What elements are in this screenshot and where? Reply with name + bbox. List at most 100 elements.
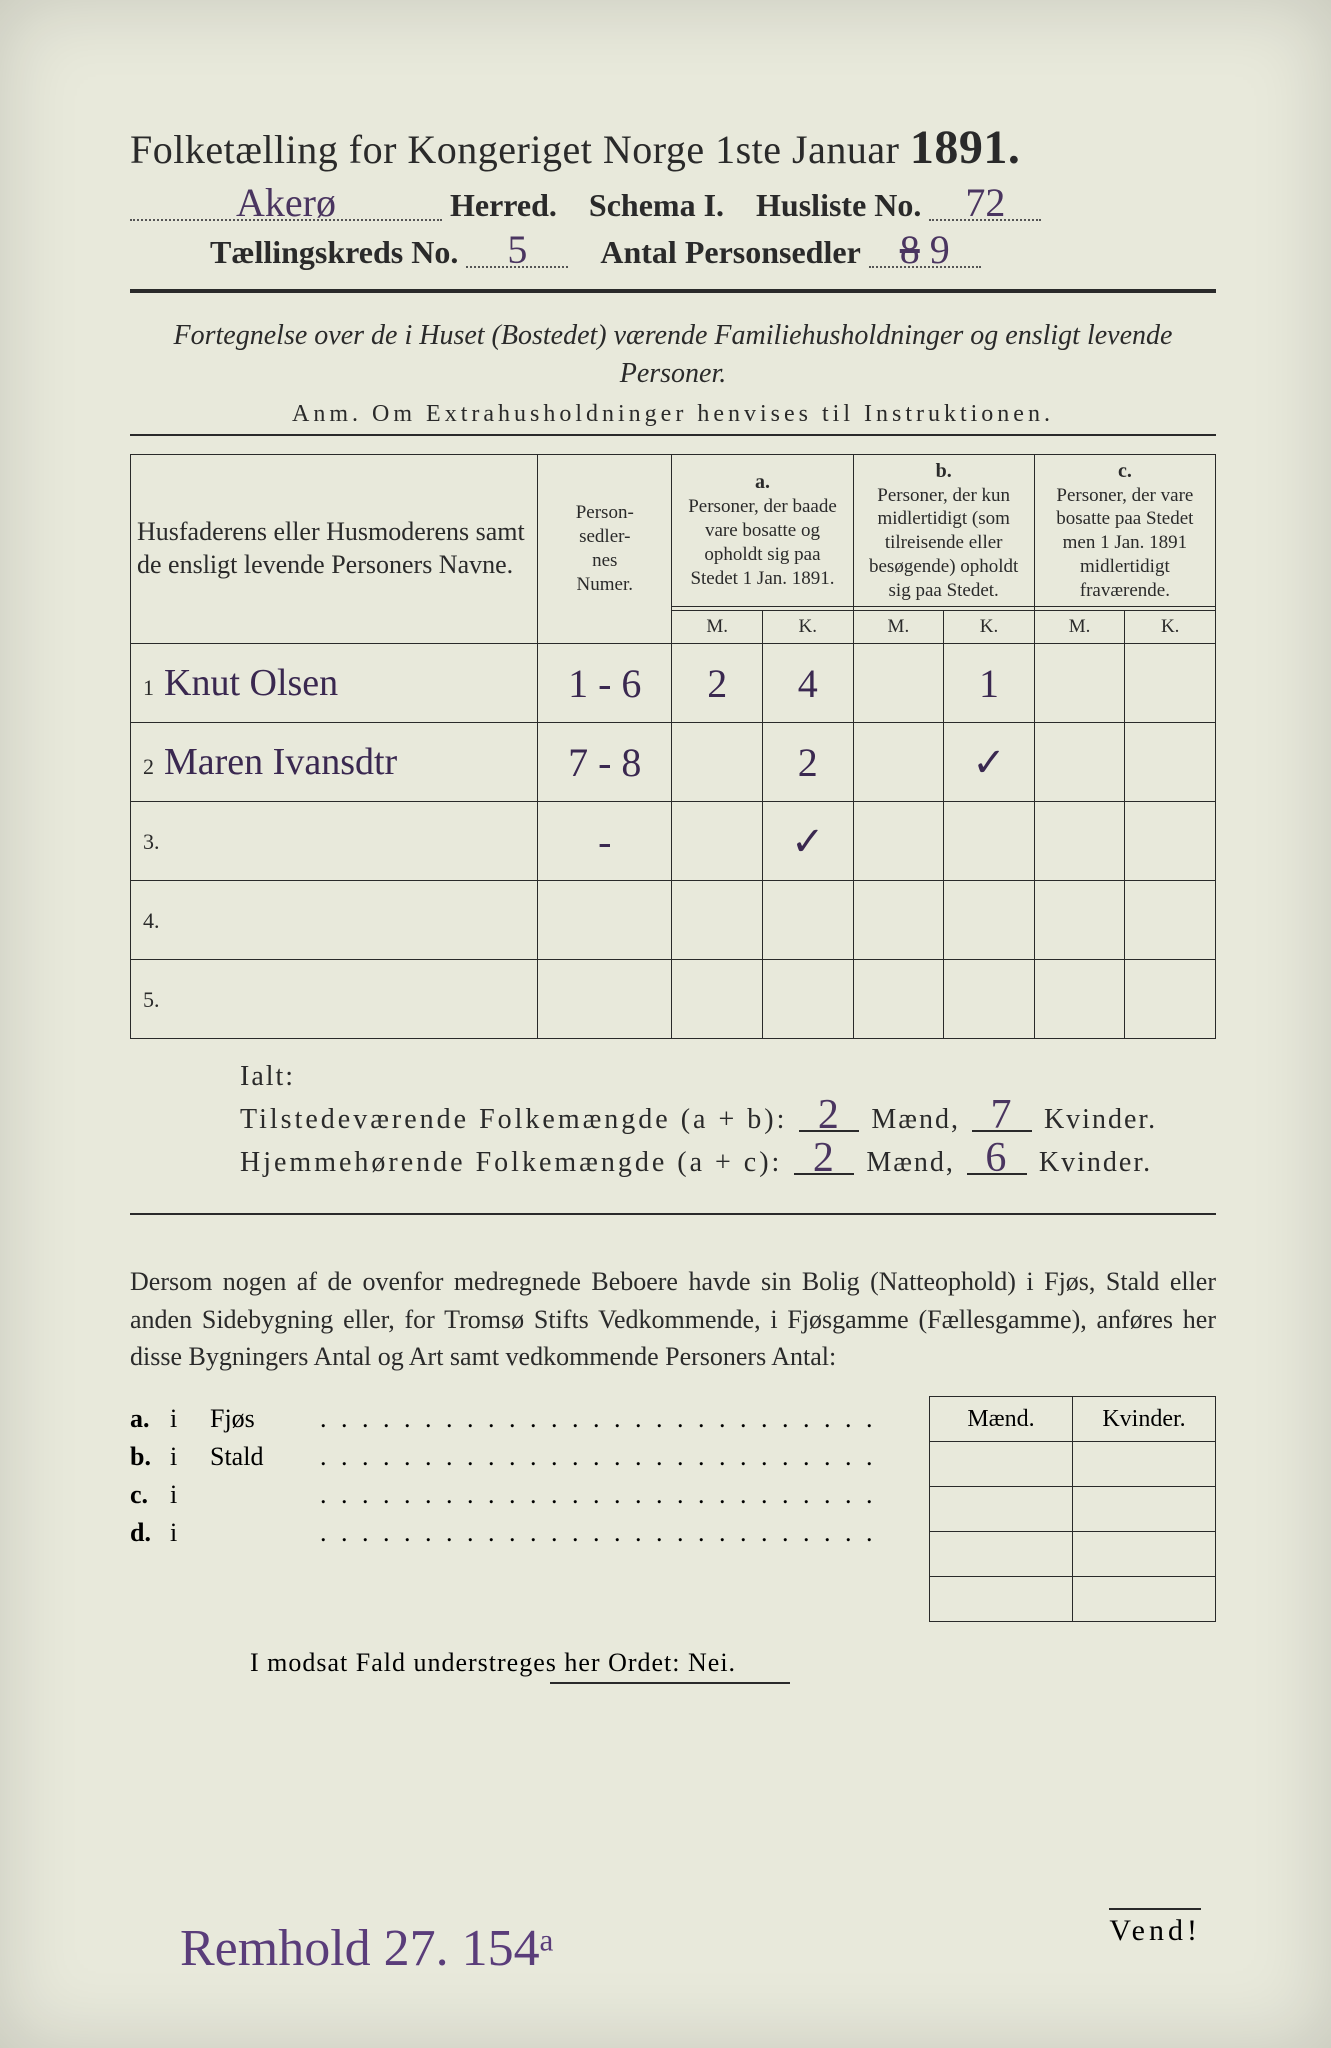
lower-line: d.i. . . . . . . . . . . . . . . . . . .… [130,1518,911,1548]
ialt-row-2: Hjemmehørende Folkemængde (a + c): 2 Mæn… [240,1144,1216,1179]
cell-b-m [853,881,944,960]
table-row: 2Maren Ivansdtr7 - 82✓ [131,723,1216,802]
nei-underline [550,1682,790,1684]
mk-d-m [930,1577,1073,1622]
title-line: Folketælling for Kongeriget Norge 1ste J… [130,120,1216,175]
title-prefix: Folketælling for Kongeriget Norge 1ste J… [130,127,899,172]
th-c-letter: c. [1041,459,1209,484]
header-row-3: Tællingskreds No. 5 Antal Personsedler 8… [130,234,1216,271]
husliste-label: Husliste No. [756,187,921,224]
vend-label: Vend! [1109,1908,1201,1948]
ialt-heading: Ialt: [240,1061,1216,1093]
kreds-label: Tællingskreds No. [210,234,458,271]
ialt-kvinder-1: Kvinder. [1044,1104,1157,1136]
table-row: 5. [131,960,1216,1039]
cell-a-m: 2 [672,644,763,723]
cell-b-m [853,960,944,1039]
cell-b-k [944,802,1035,881]
cell-name: 4. [131,881,538,960]
mk-a-m [930,1442,1073,1487]
cell-name: 3. [131,802,538,881]
cell-c-k [1125,644,1216,723]
lower-line: b.iStald. . . . . . . . . . . . . . . . … [130,1442,911,1472]
ialt-kvinder-2: Kvinder. [1039,1147,1152,1179]
table-row: 1Knut Olsen1 - 6241 [131,644,1216,723]
th-c-text: Personer, der vare bosatte paa Stedet me… [1041,484,1209,603]
cell-c-m [1034,802,1125,881]
antal-label: Antal Personsedler [600,234,860,271]
rule-2 [130,434,1216,436]
th-b: b. Personer, der kun midlertidigt (som t… [853,454,1034,607]
th-num: Person- sedler- nes Numer. [538,454,672,644]
cell-num [538,881,672,960]
mk-d-k [1073,1577,1216,1622]
subtitle: Fortegnelse over de i Huset (Bostedet) v… [130,317,1216,393]
th-name-text: Husfaderens eller Husmoderens samt de en… [137,517,525,579]
th-a-letter: a. [678,470,846,495]
rule-3 [130,1213,1216,1215]
cell-c-m [1034,881,1125,960]
mk-b-k [1073,1487,1216,1532]
table-row: 3.-✓ [131,802,1216,881]
ialt-row-1: Tilstedeværende Folkemængde (a + b): 2 M… [240,1101,1216,1136]
antal-actual: 9 [930,227,950,272]
cell-c-k [1125,881,1216,960]
ialt-row2-m: 2 [794,1144,854,1175]
th-a: a. Personer, der baade vare bosatte og o… [672,454,853,607]
cell-c-k [1125,802,1216,881]
title-year: 1891. [910,121,1021,174]
cell-b-m [853,723,944,802]
bottom-handwriting: Remhold 27. 154ᵃ [180,1919,554,1978]
cell-a-k [762,881,853,960]
th-name: Husfaderens eller Husmoderens samt de en… [131,454,538,644]
header-row-2: Akerø Herred. Schema I. Husliste No. 72 [130,187,1216,224]
cell-a-m [672,881,763,960]
cell-a-k: 4 [762,644,853,723]
cell-num: 1 - 6 [538,644,672,723]
antal-value: 8 9 [869,234,981,268]
mk-k: Kvinder. [1073,1397,1216,1442]
cell-num [538,960,672,1039]
lower-line: c.i. . . . . . . . . . . . . . . . . . .… [130,1480,911,1510]
th-b-letter: b. [860,459,1028,484]
th-a-m: M. [672,611,763,644]
ialt-row1-m: 2 [799,1101,859,1132]
cell-num: 7 - 8 [538,723,672,802]
cell-b-k [944,960,1035,1039]
anm-line: Anm. Om Extrahusholdninger henvises til … [130,401,1216,428]
nei-line: I modsat Fald understreges her Ordet: Ne… [130,1648,1216,1678]
kreds-value: 5 [466,234,568,268]
ialt-row2-label: Hjemmehørende Folkemængde (a + c): [240,1147,782,1179]
th-b-m: M. [853,611,944,644]
rule-1 [130,289,1216,293]
cell-b-m [853,802,944,881]
cell-c-m [1034,644,1125,723]
ialt-row1-k: 7 [972,1101,1032,1132]
th-a-text: Personer, der baade vare bosatte og opho… [678,495,846,590]
mk-c-m [930,1532,1073,1577]
cell-c-m [1034,723,1125,802]
husliste-value: 72 [929,187,1041,221]
mk-b-m [930,1487,1073,1532]
ialt-row1-label: Tilstedeværende Folkemængde (a + b): [240,1104,787,1136]
census-table: Husfaderens eller Husmoderens samt de en… [130,454,1216,1040]
cell-c-k [1125,960,1216,1039]
mk-c-k [1073,1532,1216,1577]
cell-a-m [672,960,763,1039]
cell-a-m [672,802,763,881]
ialt-block: Ialt: Tilstedeværende Folkemængde (a + b… [130,1061,1216,1179]
th-c: c. Personer, der vare bosatte paa Stedet… [1034,454,1215,607]
cell-name: 2Maren Ivansdtr [131,723,538,802]
th-c-k: K. [1125,611,1216,644]
th-a-k: K. [762,611,853,644]
lower-section: a.iFjøs. . . . . . . . . . . . . . . . .… [130,1396,1216,1622]
cell-a-k [762,960,853,1039]
th-b-k: K. [944,611,1035,644]
mk-m: Mænd. [930,1397,1073,1442]
cell-b-k: 1 [944,644,1035,723]
cell-b-m [853,644,944,723]
anm-text: Anm. Om Extrahusholdninger henvises til … [292,401,1054,427]
ialt-maend-2: Mænd, [866,1147,955,1179]
mk-a-k [1073,1442,1216,1487]
schema-label: Schema I. [589,187,724,224]
